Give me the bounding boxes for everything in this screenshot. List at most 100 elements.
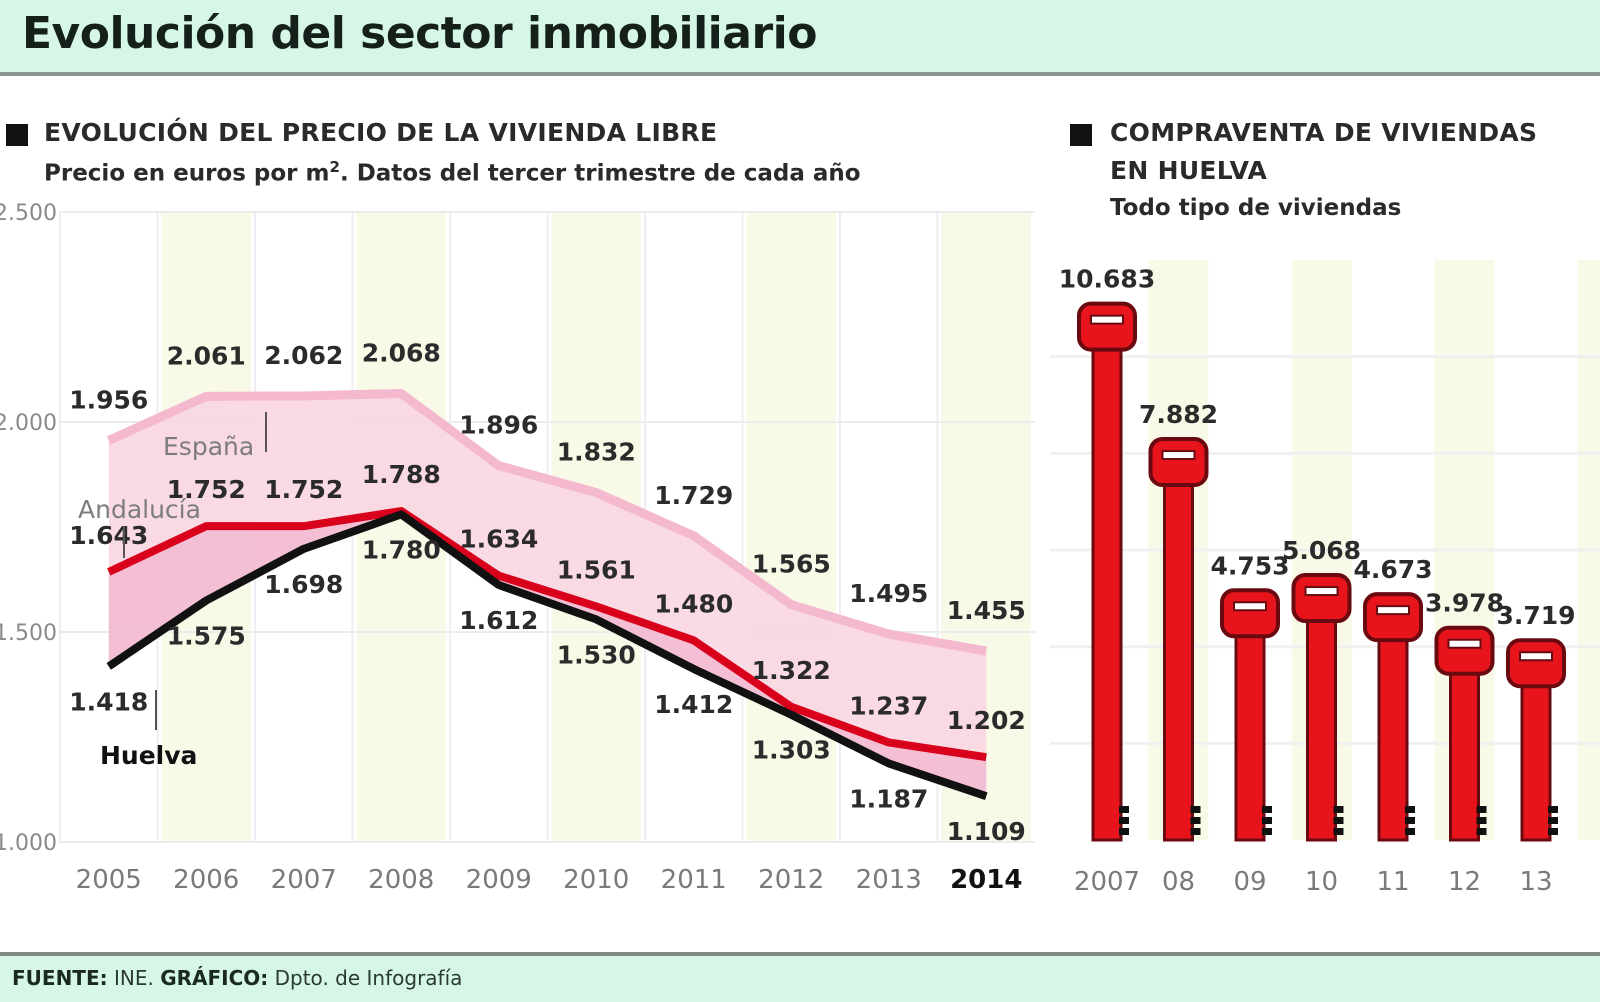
- key-tooth: [1477, 806, 1487, 813]
- x-tick-label: 13: [1519, 867, 1552, 897]
- label-huelva: 1.698: [264, 570, 343, 599]
- x-tick-label: 11: [1376, 867, 1409, 897]
- label-huelva: 1.418: [69, 687, 148, 716]
- label-huelva: 1.109: [947, 817, 1026, 846]
- key-tooth: [1477, 828, 1487, 835]
- key-hole: [1520, 652, 1552, 660]
- x-tick-label: 12: [1448, 867, 1481, 897]
- key-value-label: 3.978: [1425, 589, 1504, 618]
- label-huelva: 1.412: [654, 690, 733, 719]
- label-andalucia: 1.322: [752, 656, 831, 685]
- key-tooth: [1119, 806, 1129, 813]
- label-huelva: 1.575: [167, 622, 246, 651]
- key-shaft: [1522, 680, 1550, 840]
- x-tick-label: 2010: [563, 865, 629, 895]
- label-huelva: 1.303: [752, 736, 831, 765]
- label-huelva: 1.780: [362, 535, 441, 564]
- key-shaft: [1165, 479, 1193, 840]
- x-tick-label: 2006: [173, 865, 239, 895]
- key-tooth: [1405, 828, 1415, 835]
- x-tick-label: 2012: [758, 865, 824, 895]
- key-tooth: [1334, 817, 1344, 824]
- sales-chart-title-line2: EN HUELVA: [1110, 156, 1267, 185]
- key-tooth: [1262, 817, 1272, 824]
- label-espana: 1.565: [752, 550, 831, 579]
- key-hole: [1163, 451, 1195, 459]
- key-tooth: [1262, 806, 1272, 813]
- key-tooth: [1548, 806, 1558, 813]
- price-chart-title: EVOLUCIÓN DEL PRECIO DE LA VIVIENDA LIBR…: [44, 118, 717, 147]
- bullet-square-icon: [1070, 124, 1092, 146]
- key-shaft: [1379, 634, 1407, 840]
- key-tooth: [1191, 828, 1201, 835]
- label-andalucia: 1.561: [557, 555, 636, 584]
- label-espana: 1.455: [947, 596, 1026, 625]
- graphic-label: GRÁFICO:: [160, 966, 268, 990]
- label-espana: 1.495: [849, 579, 928, 608]
- y-tick-label: 2.000: [0, 411, 57, 436]
- key-tooth: [1191, 806, 1201, 813]
- label-espana: 1.896: [459, 411, 538, 440]
- key-tooth: [1191, 817, 1201, 824]
- label-espana: 2.068: [362, 338, 441, 367]
- key-hole: [1377, 606, 1409, 614]
- source-credit: FUENTE: INE. GRÁFICO: Dpto. de Infografí…: [12, 966, 462, 990]
- key-hole: [1234, 602, 1266, 610]
- key-tooth: [1548, 828, 1558, 835]
- series-name-andalucia: Andalucía: [78, 495, 201, 524]
- key-shaft: [1451, 668, 1479, 840]
- key-head: [1151, 439, 1207, 485]
- key-bar: [1222, 590, 1278, 840]
- footer-banner: FUENTE: INE. GRÁFICO: Dpto. de Infografí…: [0, 952, 1600, 1002]
- label-andalucia: 1.643: [69, 521, 148, 550]
- label-espana: 1.832: [557, 438, 636, 467]
- key-value-label: 5.068: [1282, 536, 1361, 565]
- key-bar: [1508, 640, 1564, 840]
- key-hole: [1091, 316, 1123, 324]
- x-tick-label: 2009: [466, 865, 532, 895]
- key-bar: [1079, 304, 1135, 840]
- label-andalucia: 1.480: [654, 589, 733, 618]
- key-tooth: [1262, 828, 1272, 835]
- x-tick-label: 2011: [661, 865, 727, 895]
- source-value: INE.: [108, 966, 161, 990]
- key-shaft: [1308, 615, 1336, 840]
- key-head: [1222, 590, 1278, 636]
- x-tick-label: 2007: [271, 865, 337, 895]
- label-espana: 2.062: [264, 341, 343, 370]
- sales-chart-title-line1: COMPRAVENTA DE VIVIENDAS: [1110, 118, 1537, 147]
- header-banner: Evolución del sector inmobiliario: [0, 0, 1600, 76]
- key-hole: [1449, 640, 1481, 648]
- label-huelva: 1.612: [459, 606, 538, 635]
- key-tooth: [1548, 817, 1558, 824]
- series-name-huelva: Huelva: [100, 741, 197, 770]
- key-value-label: 3.719: [1496, 601, 1575, 630]
- key-shaft: [1093, 344, 1121, 840]
- x-tick-label: 2013: [856, 865, 922, 895]
- key-tooth: [1405, 817, 1415, 824]
- key-value-label: 4.753: [1210, 551, 1289, 580]
- x-tick-label: 2007: [1074, 867, 1140, 897]
- page-title: Evolución del sector inmobiliario: [22, 8, 817, 59]
- x-tick-label: 2008: [368, 865, 434, 895]
- sales-chart-subtitle: Todo tipo de viviendas: [1110, 195, 1401, 221]
- x-tick-label: 09: [1233, 867, 1266, 897]
- key-head: [1365, 594, 1421, 640]
- y-tick-label: 1.500: [0, 621, 57, 646]
- label-huelva: 1.187: [849, 784, 928, 813]
- label-espana: 1.729: [654, 481, 733, 510]
- series-name-espana: España: [163, 432, 254, 461]
- key-tooth: [1477, 817, 1487, 824]
- label-espana: 2.061: [167, 341, 246, 370]
- key-head: [1294, 575, 1350, 621]
- label-andalucia: 1.237: [849, 691, 928, 720]
- label-andalucia: 1.788: [362, 460, 441, 489]
- subtitle-text-post: . Datos del tercer trimestre de cada año: [340, 161, 861, 187]
- x-tick-label: 10: [1305, 867, 1338, 897]
- key-value-label: 4.673: [1353, 555, 1432, 584]
- y-tick-label: 1.000: [0, 831, 57, 856]
